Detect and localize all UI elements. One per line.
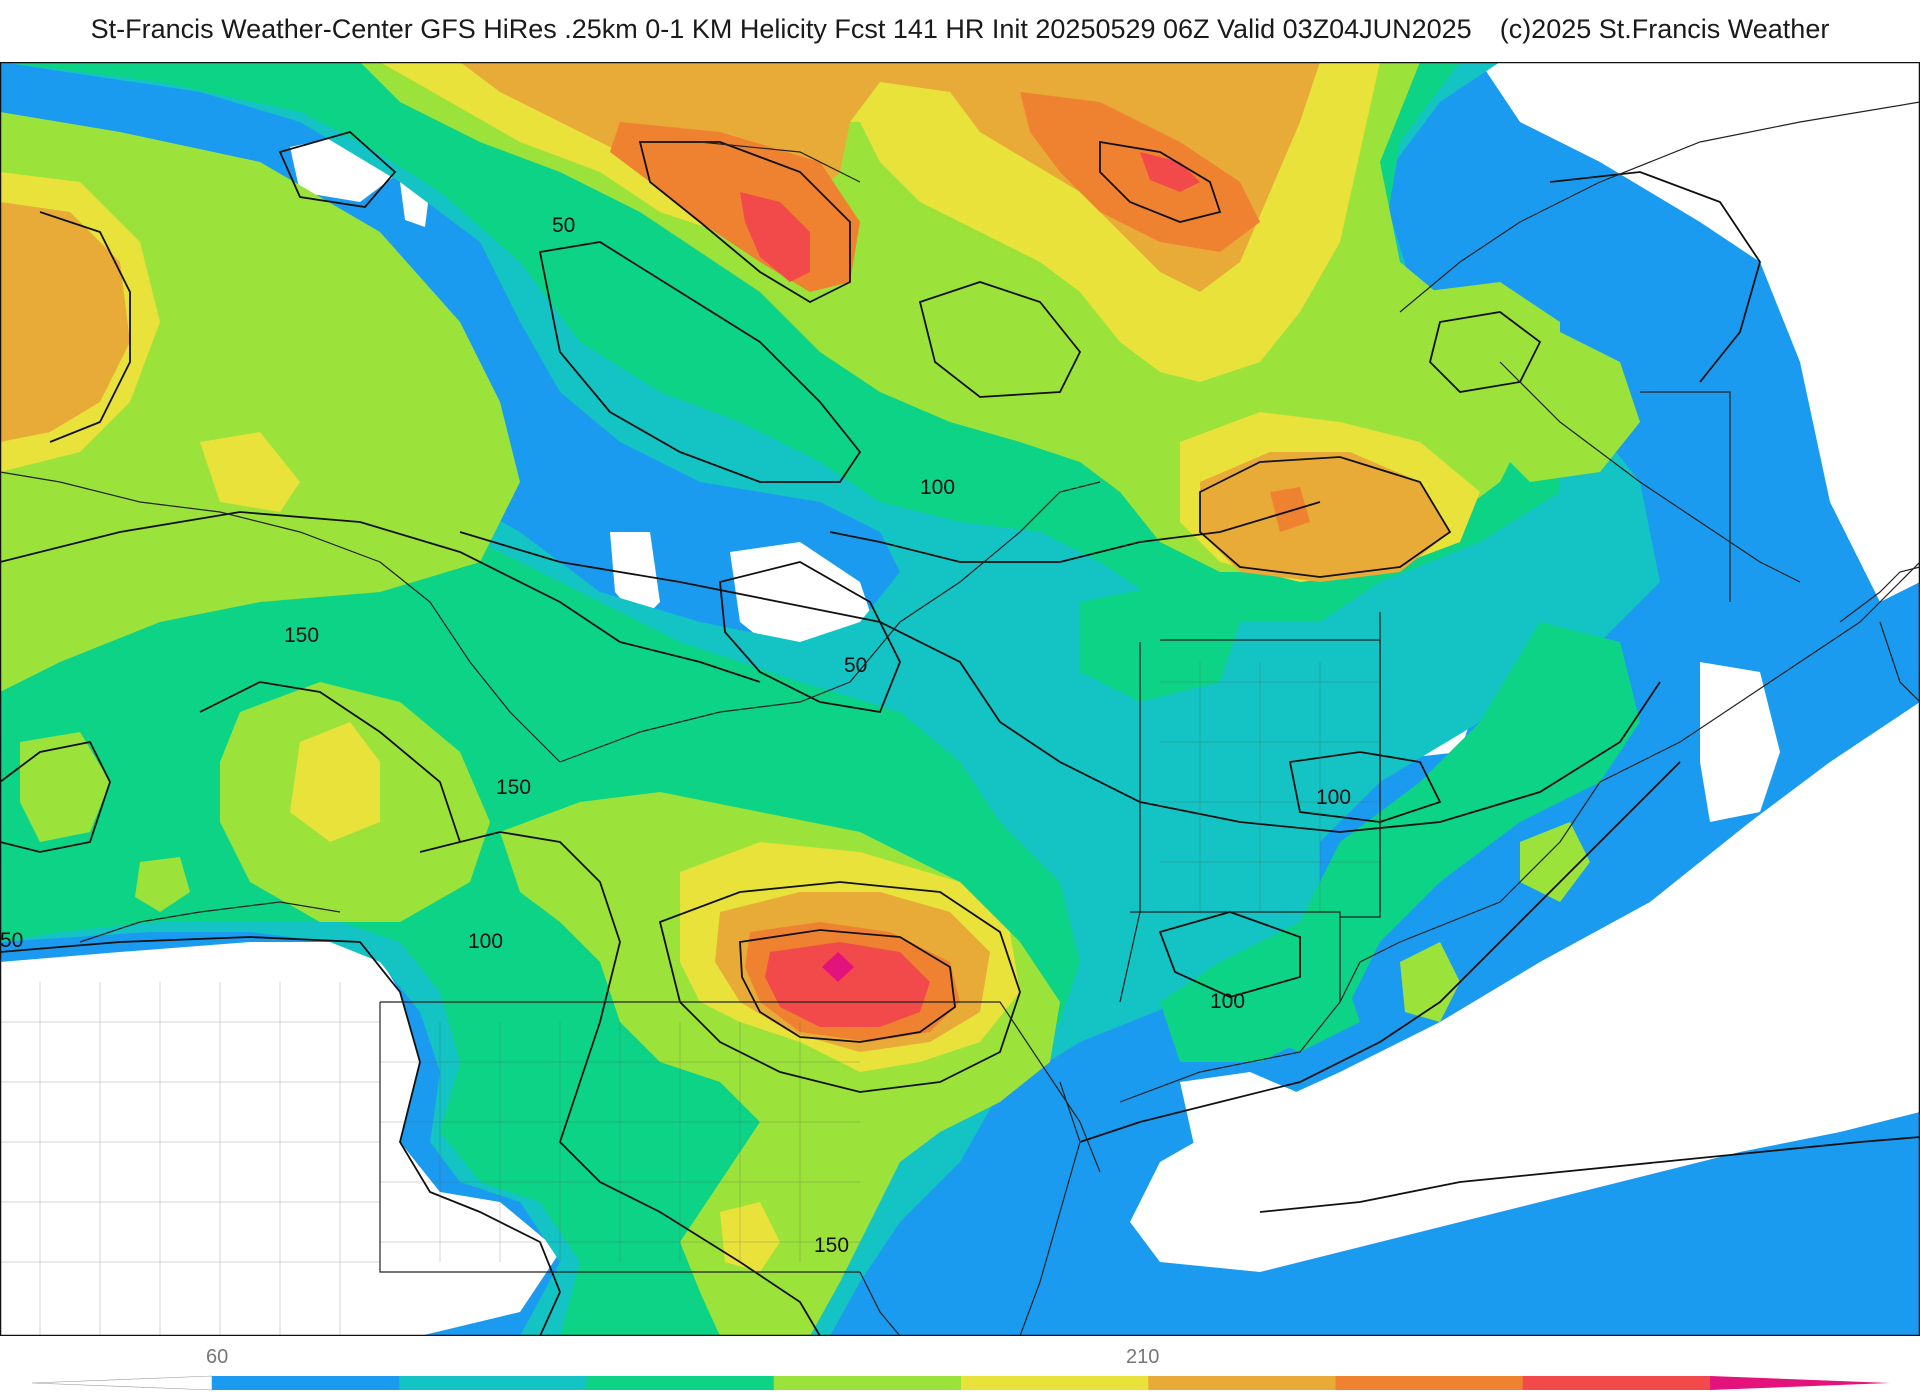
colorbar-tick-label: 210	[1126, 1346, 1160, 1368]
contour-label: 150	[496, 776, 531, 799]
helicity-map: 50 50 50 100 100 100 100 150 150 150	[0, 62, 1920, 1336]
fill-magenta-peak	[822, 952, 854, 982]
contour-label: 50	[0, 929, 23, 952]
contour-label: 100	[920, 476, 955, 499]
colorbar-segment	[399, 1376, 587, 1390]
copyright-text: (c)2025 St.Francis Weather	[1499, 14, 1830, 44]
colorbar-segment	[773, 1376, 962, 1390]
colorbar-segment	[1710, 1376, 1890, 1390]
contour-labels: 50 50 50 100 100 100 100 150 150 150	[0, 214, 1351, 1257]
colorbar-segment	[1148, 1376, 1336, 1390]
contour-label: 150	[814, 1234, 849, 1257]
colorbar-segment	[1522, 1376, 1711, 1390]
fill-red-regions	[740, 152, 1200, 1027]
map-title: St-Francis Weather-Center GFS HiRes .25k…	[0, 14, 1920, 45]
contour-label: 50	[552, 214, 575, 237]
colorbar-segment	[1335, 1376, 1524, 1390]
contour-label: 150	[284, 624, 319, 647]
contour-label: 50	[844, 654, 867, 677]
colorbar-segment	[212, 1376, 400, 1390]
colorbar-segment	[586, 1376, 775, 1390]
contour-label: 100	[468, 930, 503, 953]
contour-label: 100	[1316, 786, 1351, 809]
county-lines	[0, 662, 1380, 1336]
colorbar	[31, 1375, 1890, 1391]
title-text: St-Francis Weather-Center GFS HiRes .25k…	[90, 14, 1472, 44]
colorbar-segment	[961, 1376, 1149, 1390]
geographic-boundaries	[0, 101, 1920, 1336]
colorbar-segment	[31, 1375, 213, 1391]
contour-label: 100	[1210, 990, 1245, 1013]
colorbar-tick-label: 60	[206, 1346, 229, 1368]
